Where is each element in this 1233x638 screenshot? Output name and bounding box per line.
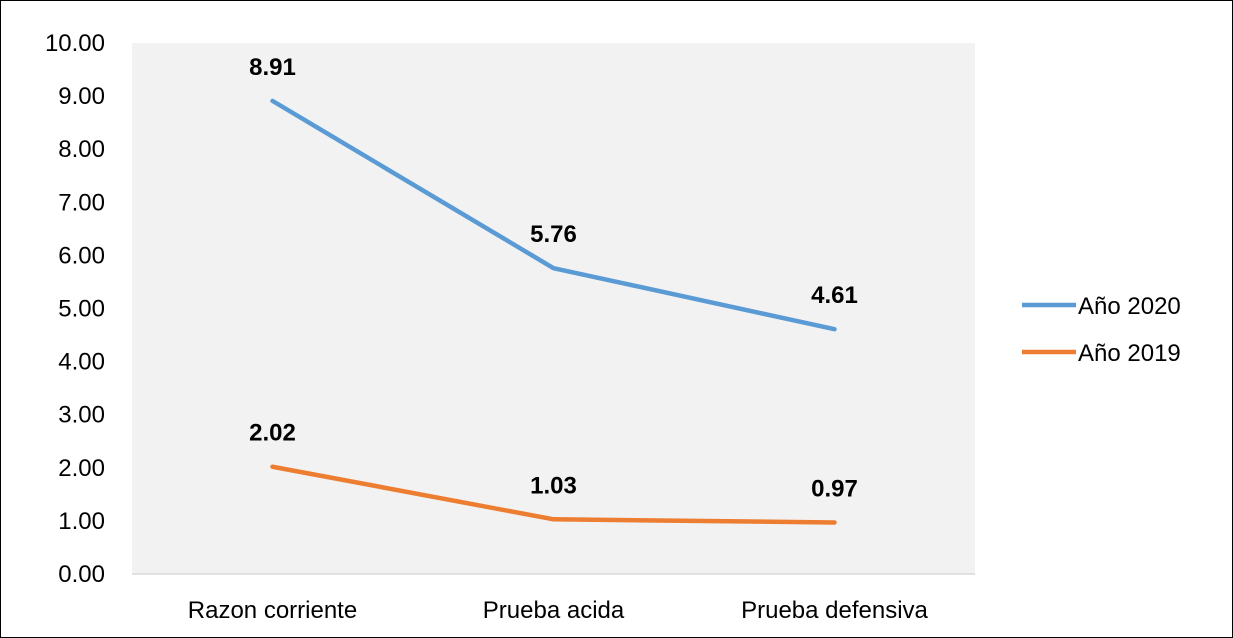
y-tick-label: 3.00 — [58, 402, 105, 429]
x-tick-label: Prueba acida — [483, 597, 625, 624]
y-tick-label: 4.00 — [58, 349, 105, 376]
y-tick-label: 2.00 — [58, 455, 105, 482]
x-tick-label: Prueba defensiva — [741, 597, 928, 624]
data-label: 0.97 — [811, 475, 858, 502]
y-tick-label: 0.00 — [58, 561, 105, 588]
data-label: 8.91 — [249, 54, 296, 81]
y-tick-label: 7.00 — [58, 189, 105, 216]
legend: Año 2020 Año 2019 — [1022, 293, 1181, 367]
y-tick-label: 10.00 — [45, 30, 105, 57]
series-lines — [270, 98, 837, 525]
x-tick-label: Razon corriente — [188, 597, 357, 624]
data-label: 4.61 — [811, 282, 858, 309]
data-labels: 8.91 5.76 4.61 2.02 1.03 0.97 — [249, 54, 858, 503]
data-label: 1.03 — [530, 472, 577, 499]
series-line — [270, 98, 837, 332]
y-tick-label: 1.00 — [58, 508, 105, 535]
x-axis-ticks: Razon corriente Prueba acida Prueba defens… — [188, 597, 929, 624]
y-tick-label: 5.00 — [58, 296, 105, 323]
data-label: 2.02 — [249, 420, 296, 447]
legend-label: Año 2020 — [1078, 293, 1181, 320]
y-tick-label: 9.00 — [58, 83, 105, 110]
plot-area — [132, 43, 975, 574]
y-tick-label: 6.00 — [58, 242, 105, 269]
data-label: 5.76 — [530, 221, 577, 248]
y-tick-label: 8.00 — [58, 136, 105, 163]
y-axis-ticks: 0.00 1.00 2.00 3.00 4.00 5.00 6.00 7.00 8.00 9.00… — [45, 30, 105, 588]
legend-label: Año 2019 — [1078, 340, 1181, 367]
series-line — [270, 464, 837, 525]
